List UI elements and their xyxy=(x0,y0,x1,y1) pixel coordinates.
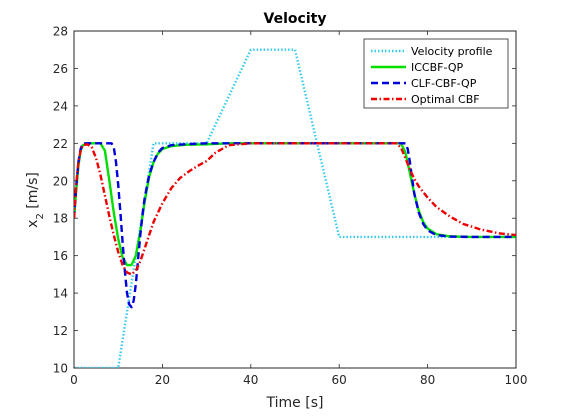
series-layer xyxy=(74,48,516,368)
series-line-4 xyxy=(74,142,516,276)
series-line-3 xyxy=(74,142,516,309)
legend-items: Velocity profile ICCBF-QP CLF-CBF-QP Optima… xyxy=(371,45,493,106)
y-axis-label: x2 [m/s] xyxy=(25,172,46,228)
chart-title: Velocity xyxy=(264,11,327,27)
y-tick-label: 26 xyxy=(53,62,68,76)
y-tick-label: 12 xyxy=(53,324,68,338)
ticks-layer: 0 20 40 60 80 100 10 12 14 16 18 20 22 24 26 28 xyxy=(53,25,528,388)
x-tick-label: 0 xyxy=(70,373,78,387)
y-axis-label-subscript: 2 xyxy=(35,213,46,219)
legend-label-3: CLF-CBF-QP xyxy=(411,77,477,90)
y-tick-label: 24 xyxy=(53,99,68,113)
x-tick-label: 20 xyxy=(155,373,170,387)
legend: Velocity profile ICCBF-QP CLF-CBF-QP Optima… xyxy=(363,38,509,109)
x-axis-label: Time [s] xyxy=(266,395,324,411)
legend-label-2: ICCBF-QP xyxy=(411,61,464,74)
y-tick-label: 18 xyxy=(53,212,68,226)
x-tick-label: 40 xyxy=(243,373,258,387)
y-axis-label-main: x xyxy=(25,220,41,228)
x-tick-label: 60 xyxy=(332,373,347,387)
y-tick-label: 28 xyxy=(53,25,68,39)
legend-box xyxy=(363,38,509,109)
legend-label-1: Velocity profile xyxy=(411,45,493,58)
x-tick-label: 100 xyxy=(505,373,528,387)
y-tick-label: 20 xyxy=(53,174,68,188)
y-tick-label: 16 xyxy=(53,249,68,263)
y-axis-label-unit: [m/s] xyxy=(25,172,41,213)
y-tick-label: 22 xyxy=(53,137,68,151)
y-tick-label: 14 xyxy=(53,287,68,301)
legend-label-4: Optimal CBF xyxy=(411,93,480,106)
y-tick-label: 10 xyxy=(53,362,68,376)
x-tick-label: 80 xyxy=(420,373,435,387)
